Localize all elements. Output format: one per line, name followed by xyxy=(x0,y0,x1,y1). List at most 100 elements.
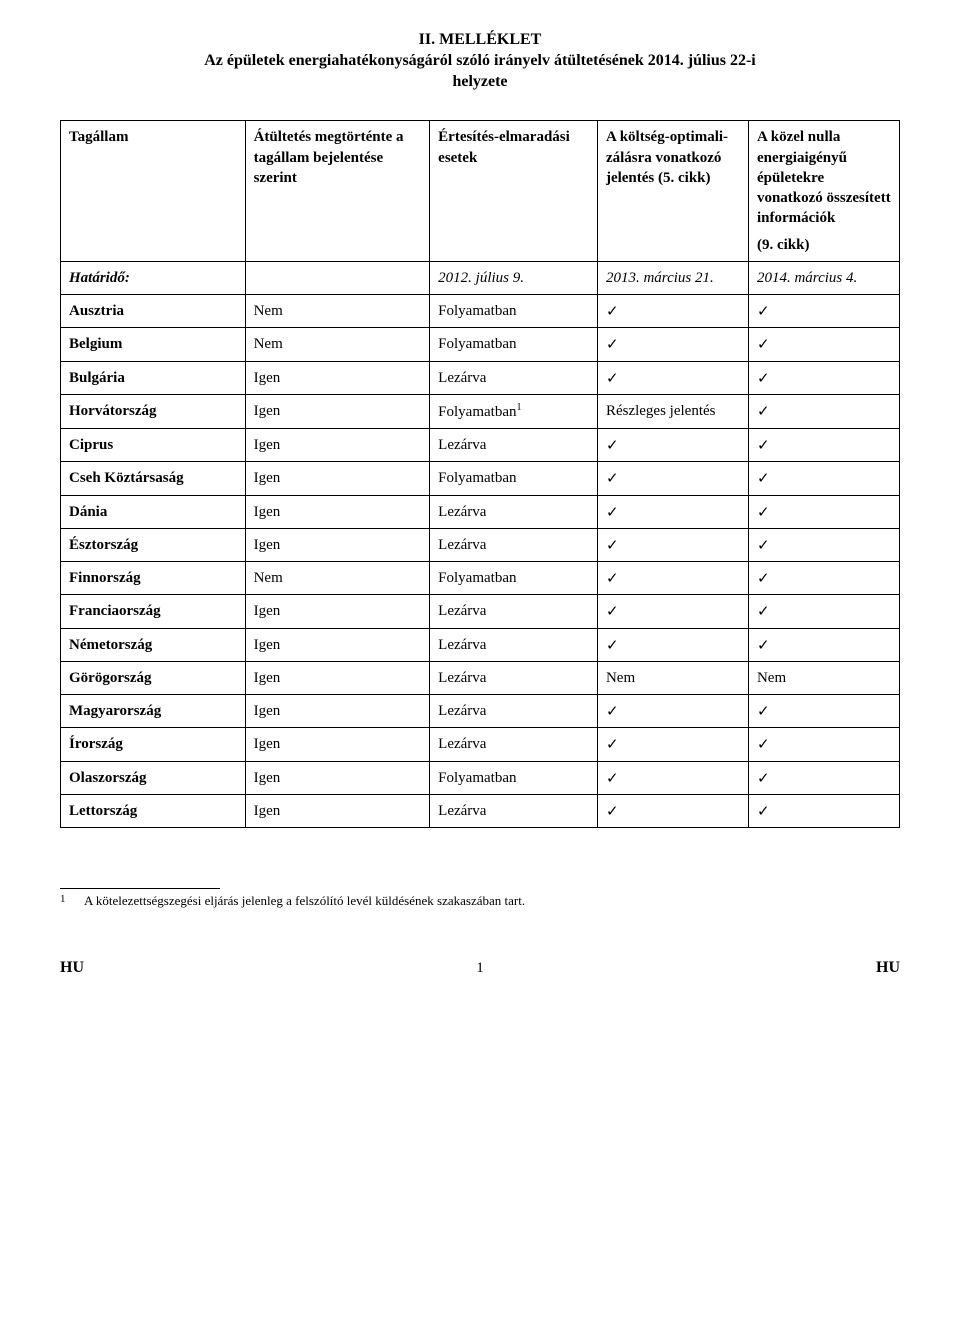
case-cell: Folyamatban1 xyxy=(430,394,598,428)
cost-report-cell: ✓ xyxy=(597,462,748,495)
header-tagallam: Tagállam xyxy=(61,121,246,262)
cost-report-cell: ✓ xyxy=(597,295,748,328)
header-kozelnulla: A közel nulla energiaigényű épületekre v… xyxy=(748,121,899,262)
header-kozelnulla-cikk: (9. cikk) xyxy=(757,235,891,255)
case-cell: Lezárva xyxy=(430,429,598,462)
transposed-cell: Igen xyxy=(245,361,430,394)
transposed-cell: Igen xyxy=(245,462,430,495)
country-cell: Észtország xyxy=(61,528,246,561)
page-heading: II. MELLÉKLET Az épületek energiahatékon… xyxy=(60,30,900,92)
cost-report-cell: ✓ xyxy=(597,361,748,394)
footnote-text: A kötelezettségszegési eljárás jelenleg … xyxy=(84,893,525,909)
nzeb-info-cell: ✓ xyxy=(748,761,899,794)
nzeb-info-cell: ✓ xyxy=(748,361,899,394)
transposed-cell: Igen xyxy=(245,661,430,694)
table-row: AusztriaNemFolyamatban✓✓ xyxy=(61,295,900,328)
transposed-cell: Nem xyxy=(245,562,430,595)
table-row: FinnországNemFolyamatban✓✓ xyxy=(61,562,900,595)
footer-page: 1 xyxy=(476,960,484,977)
header-ertesites: Értesítés-elmaradási esetek xyxy=(430,121,598,262)
footnote-separator xyxy=(60,888,220,889)
deadline-row: Határidő: 2012. július 9. 2013. március … xyxy=(61,261,900,294)
table-row: MagyarországIgenLezárva✓✓ xyxy=(61,695,900,728)
table-row: ÉsztországIgenLezárva✓✓ xyxy=(61,528,900,561)
header-koltseg: A költség-optimali-zálásra vonatkozó jel… xyxy=(597,121,748,262)
nzeb-info-cell: ✓ xyxy=(748,628,899,661)
cost-report-cell: ✓ xyxy=(597,761,748,794)
table-row: DániaIgenLezárva✓✓ xyxy=(61,495,900,528)
country-cell: Cseh Köztársaság xyxy=(61,462,246,495)
transposed-cell: Igen xyxy=(245,794,430,827)
table-header-row: Tagállam Átültetés megtörténte a tagálla… xyxy=(61,121,900,262)
case-cell: Folyamatban xyxy=(430,328,598,361)
table-row: OlaszországIgenFolyamatban✓✓ xyxy=(61,761,900,794)
table-row: BulgáriaIgenLezárva✓✓ xyxy=(61,361,900,394)
table-row: HorvátországIgenFolyamatban1Részleges je… xyxy=(61,394,900,428)
deadline-c3: 2012. július 9. xyxy=(430,261,598,294)
transposed-cell: Igen xyxy=(245,695,430,728)
country-cell: Görögország xyxy=(61,661,246,694)
table-row: GörögországIgenLezárvaNemNem xyxy=(61,661,900,694)
cost-report-cell: Nem xyxy=(597,661,748,694)
cost-report-cell: ✓ xyxy=(597,495,748,528)
nzeb-info-cell: ✓ xyxy=(748,794,899,827)
footer-right: HU xyxy=(876,959,900,977)
nzeb-info-cell: ✓ xyxy=(748,394,899,428)
nzeb-info-cell: ✓ xyxy=(748,462,899,495)
cost-report-cell: ✓ xyxy=(597,695,748,728)
cost-report-cell: ✓ xyxy=(597,429,748,462)
footer-left: HU xyxy=(60,959,84,977)
footnote-marker: 1 xyxy=(60,893,84,909)
case-cell: Folyamatban xyxy=(430,462,598,495)
deadline-c4: 2013. március 21. xyxy=(597,261,748,294)
country-cell: Bulgária xyxy=(61,361,246,394)
country-cell: Lettország xyxy=(61,794,246,827)
deadline-blank xyxy=(245,261,430,294)
table-row: LettországIgenLezárva✓✓ xyxy=(61,794,900,827)
transposed-cell: Nem xyxy=(245,295,430,328)
cost-report-cell: ✓ xyxy=(597,628,748,661)
transposed-cell: Igen xyxy=(245,728,430,761)
cost-report-cell: ✓ xyxy=(597,528,748,561)
header-atultetes: Átültetés megtörténte a tagállam bejelen… xyxy=(245,121,430,262)
nzeb-info-cell: ✓ xyxy=(748,528,899,561)
case-cell: Folyamatban xyxy=(430,761,598,794)
transposed-cell: Igen xyxy=(245,761,430,794)
country-cell: Franciaország xyxy=(61,595,246,628)
case-cell: Lezárva xyxy=(430,628,598,661)
cost-report-cell: ✓ xyxy=(597,794,748,827)
page-footer: HU 1 HU xyxy=(60,959,900,977)
nzeb-info-cell: Nem xyxy=(748,661,899,694)
nzeb-info-cell: ✓ xyxy=(748,328,899,361)
nzeb-info-cell: ✓ xyxy=(748,595,899,628)
transposition-table: Tagállam Átültetés megtörténte a tagálla… xyxy=(60,120,900,828)
deadline-label: Határidő: xyxy=(61,261,246,294)
cost-report-cell: ✓ xyxy=(597,595,748,628)
country-cell: Ciprus xyxy=(61,429,246,462)
transposed-cell: Igen xyxy=(245,394,430,428)
table-row: Cseh KöztársaságIgenFolyamatban✓✓ xyxy=(61,462,900,495)
table-row: NémetországIgenLezárva✓✓ xyxy=(61,628,900,661)
case-cell: Folyamatban xyxy=(430,295,598,328)
case-cell: Lezárva xyxy=(430,794,598,827)
heading-line-1: II. MELLÉKLET xyxy=(60,30,900,51)
case-cell: Lezárva xyxy=(430,528,598,561)
nzeb-info-cell: ✓ xyxy=(748,728,899,761)
transposed-cell: Nem xyxy=(245,328,430,361)
country-cell: Olaszország xyxy=(61,761,246,794)
case-cell: Lezárva xyxy=(430,661,598,694)
country-cell: Belgium xyxy=(61,328,246,361)
case-cell: Lezárva xyxy=(430,695,598,728)
country-cell: Írország xyxy=(61,728,246,761)
cost-report-cell: Részleges jelentés xyxy=(597,394,748,428)
case-cell: Lezárva xyxy=(430,728,598,761)
transposed-cell: Igen xyxy=(245,595,430,628)
cost-report-cell: ✓ xyxy=(597,328,748,361)
case-cell: Lezárva xyxy=(430,361,598,394)
footnote-ref: 1 xyxy=(516,402,521,413)
table-row: CiprusIgenLezárva✓✓ xyxy=(61,429,900,462)
country-cell: Ausztria xyxy=(61,295,246,328)
nzeb-info-cell: ✓ xyxy=(748,295,899,328)
country-cell: Dánia xyxy=(61,495,246,528)
table-row: FranciaországIgenLezárva✓✓ xyxy=(61,595,900,628)
